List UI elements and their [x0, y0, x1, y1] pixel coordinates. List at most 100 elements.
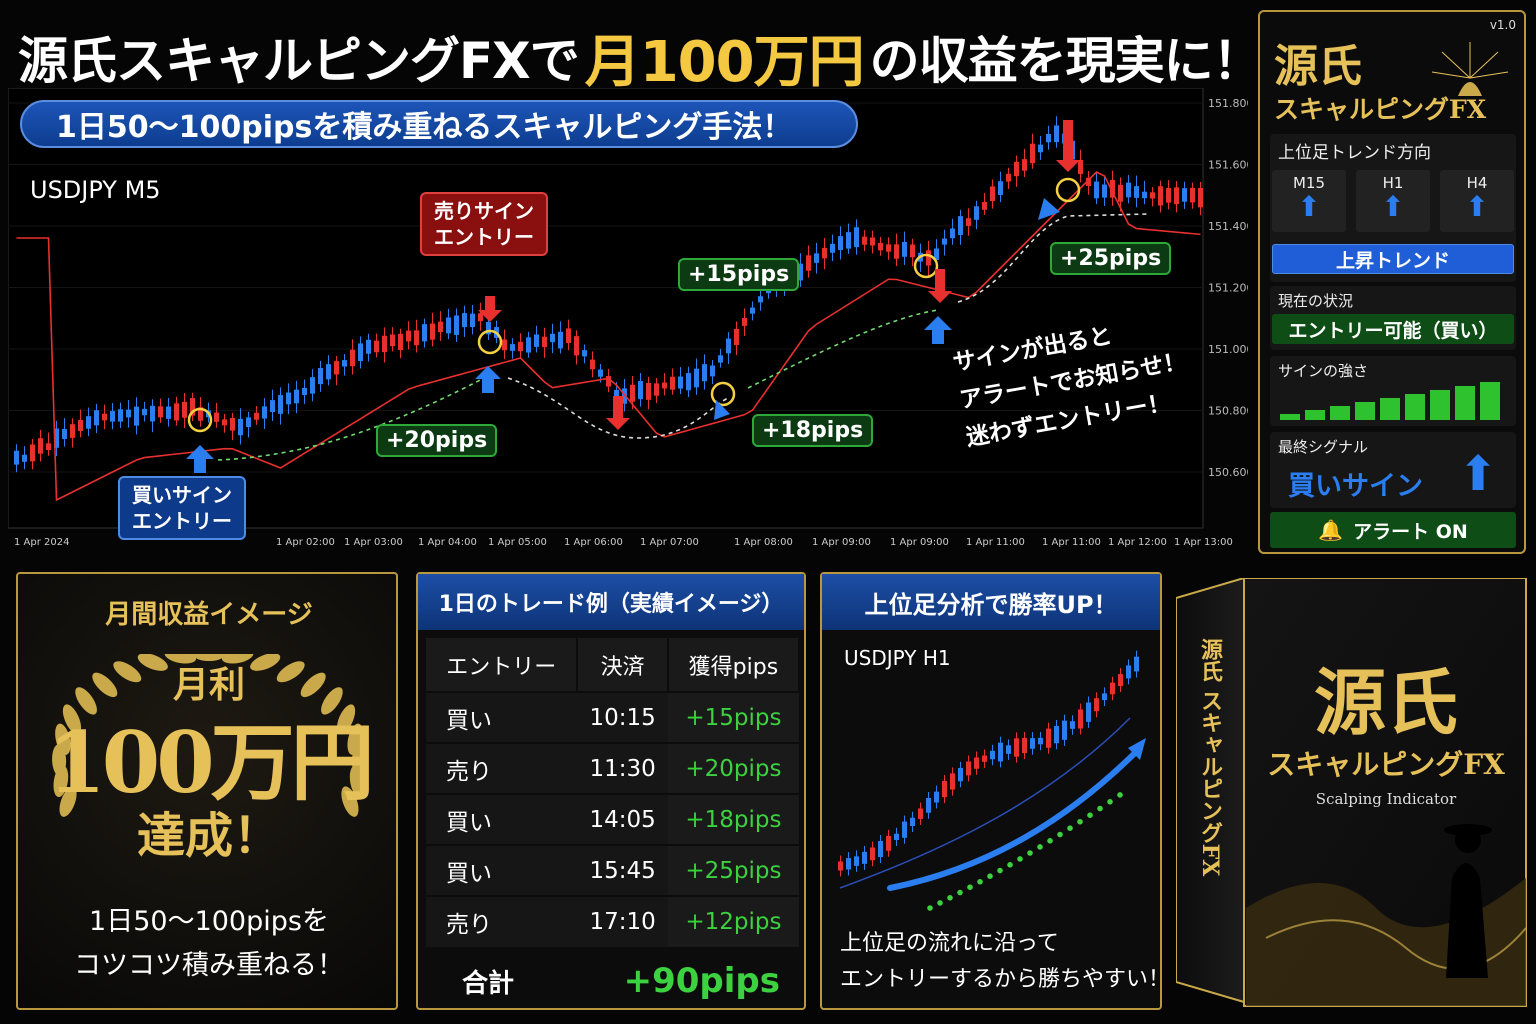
table-header-row: エントリー 決済 獲得pips: [426, 638, 801, 692]
monthly-amount: 100万円: [47, 713, 374, 812]
alert-toggle-button[interactable]: 🔔 アラート ON: [1270, 512, 1516, 548]
table-row: 売り 11:30 +20pips: [426, 742, 799, 794]
trade-example-card: 1日のトレード例（実績イメージ） エントリー 決済 獲得pips 買い 10:15…: [416, 572, 806, 1010]
trade-total-row: 合計 +90pips: [426, 956, 800, 1006]
up-arrow-icon: ⬆: [1458, 446, 1499, 502]
box-product-name: スキャルピングFX: [1267, 748, 1505, 781]
entry-cell: 売り: [426, 742, 578, 794]
strength-bar: [1305, 410, 1325, 420]
box-logo: 源氏: [1314, 660, 1458, 745]
time-tick-label: 1 Apr 11:00: [1042, 537, 1101, 548]
col-exit: 決済: [577, 638, 669, 692]
box-tagline: Scalping Indicator: [1316, 790, 1457, 808]
table-row: 売り 17:10 +12pips: [426, 895, 799, 947]
timeframe-h1: H1 ⬆: [1356, 170, 1430, 232]
buy-signal-callout: 買いサイン エントリー: [118, 476, 246, 540]
profit-path-1: [217, 375, 489, 461]
monthly-label: 月利: [172, 665, 245, 706]
time-tick-label: 1 Apr 07:00: [640, 537, 699, 548]
monthly-note-line2: コツコツ積み重ねる！: [74, 950, 344, 981]
time-tick-label: 1 Apr 11:00: [966, 537, 1025, 548]
strength-bar: [1480, 382, 1500, 420]
pips-cell: +25pips: [667, 844, 799, 896]
pips-callout-2: +15pips: [678, 258, 800, 291]
final-title: 最終シグナル: [1278, 438, 1369, 456]
sub-banner: 1日50〜100pipsを積み重ねるスキャルピング手法！: [20, 100, 858, 148]
trend-status: 上昇トレンド: [1272, 244, 1514, 274]
monthly-title: 月間収益イメージ: [105, 600, 313, 630]
exit-cell: 15:45: [577, 844, 668, 896]
time-tick-label: 1 Apr 04:00: [418, 537, 477, 548]
final-signal: 買いサイン: [1288, 471, 1423, 502]
headline-highlight: 月100万円: [584, 29, 865, 95]
buy-signal-marker: [186, 407, 214, 473]
headline: 源氏スキャルピングFXで 月100万円 の収益を現実に！: [18, 18, 1263, 96]
time-tick-label: 1 Apr 09:00: [890, 537, 949, 548]
h1-title: 上位足分析で勝率UP！: [822, 574, 1160, 630]
trade-table: エントリー 決済 獲得pips 買い 10:15 +15pips 売り 11:30 +20…: [426, 638, 801, 947]
timeframe-label: H4: [1466, 174, 1488, 192]
time-axis: 1 Apr 2024 1 Apr 02:00 1 Apr 03:00 1 Apr 04…: [14, 537, 1233, 548]
exit-cell: 17:10: [577, 895, 668, 947]
headline-part2: の収益を現実に！: [869, 32, 1263, 90]
strength-bar: [1355, 402, 1375, 420]
price-tick-label: 151.400: [1208, 220, 1248, 233]
entry-cell: 売り: [426, 895, 578, 947]
pips-cell: +20pips: [667, 742, 799, 794]
trades-title: 1日のトレード例（実績イメージ）: [418, 574, 804, 630]
time-tick-label: 1 Apr 12:00: [1108, 537, 1167, 548]
panel-product-name: スキャルピングFX: [1274, 95, 1487, 124]
col-entry: エントリー: [426, 638, 579, 692]
up-arrow-icon: ⬆: [1381, 190, 1405, 223]
pips-cell: +15pips: [667, 691, 799, 743]
price-tick-label: 151.000: [1208, 343, 1248, 356]
time-tick-label: 1 Apr 08:00: [734, 537, 793, 548]
headline-part1: 源氏スキャルピングFXで: [18, 32, 580, 90]
buy-signal-marker-2: [710, 381, 736, 420]
strength-bar: [1280, 414, 1300, 420]
time-tick-label: 1 Apr 05:00: [488, 537, 547, 548]
alert-toggle-label: アラート ON: [1353, 520, 1468, 543]
pips-cell: +12pips: [667, 895, 799, 947]
situation-title: 現在の状況: [1278, 292, 1354, 310]
exit-cell: 14:05: [577, 793, 668, 845]
total-label: 合計: [462, 968, 515, 999]
time-tick-label: 1 Apr 02:00: [276, 537, 335, 548]
price-tick-label: 151.200: [1208, 282, 1248, 295]
table-row: 買い 14:05 +18pips: [426, 793, 799, 845]
chart-pair-label: USDJPY M5: [30, 176, 161, 204]
strength-title: サインの強さ: [1278, 362, 1369, 380]
strength-meter: [1280, 382, 1500, 420]
price-axis: 151.800 151.600 151.400 151.200 151.000 150.8…: [1208, 97, 1248, 479]
price-tick-label: 150.800: [1208, 405, 1248, 418]
sell-exit-marker: [606, 396, 630, 430]
laurel-wreath-icon: [52, 654, 366, 817]
strength-bar: [1380, 398, 1400, 420]
version-label: v1.0: [1489, 18, 1516, 32]
pips-cell: +18pips: [667, 793, 799, 845]
timeframe-label: H1: [1382, 174, 1404, 192]
monthly-achieve: 達成！: [136, 808, 281, 864]
time-tick-label: 1 Apr 2024: [14, 537, 69, 548]
pips-callout-4: +25pips: [1050, 242, 1172, 275]
strength-bar: [1330, 406, 1350, 420]
buy-signal-marker-3: [913, 253, 952, 344]
h1-note-line2: エントリーするから勝ちやすい！: [840, 967, 1171, 992]
strength-bar: [1405, 394, 1425, 420]
strength-bar: [1430, 390, 1450, 420]
price-tick-label: 151.600: [1208, 159, 1248, 172]
profit-path-2: [507, 377, 729, 439]
price-tick-label: 150.600: [1208, 466, 1248, 479]
exit-cell: 10:15: [577, 691, 668, 743]
profit-path-4: [957, 213, 1149, 303]
h1-note: 上位足の流れに沿って エントリーするから勝ちやすい！: [840, 926, 1170, 998]
timeframe-m15: M15 ⬆: [1272, 170, 1346, 232]
bell-icon: 🔔: [1318, 518, 1344, 542]
strength-bar: [1455, 386, 1475, 420]
table-row: 買い 10:15 +15pips: [426, 691, 799, 743]
time-tick-label: 1 Apr 03:00: [344, 537, 403, 548]
timeframe-label: M15: [1292, 174, 1326, 192]
sell-signal-callout: 売りサイン エントリー: [420, 192, 548, 256]
monthly-income-card: 月間収益イメージ 月利 100万円 達成！ 1日50〜100pipsを コツコツ…: [16, 572, 398, 1010]
entry-cell: 買い: [426, 793, 578, 845]
